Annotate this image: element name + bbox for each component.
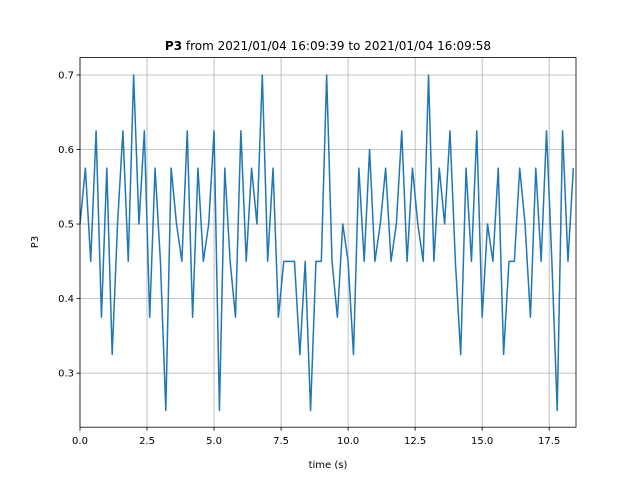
- data-line: [79, 74, 575, 412]
- title-name: P3: [165, 39, 182, 53]
- y-tick-label: 0.5: [58, 220, 74, 231]
- x-tick-label: 15.0: [471, 436, 493, 447]
- x-tick-label: 12.5: [404, 436, 426, 447]
- title-text: from 2021/01/04 16:09:39 to 2021/01/04 1…: [186, 39, 491, 53]
- y-tick-label: 0.6: [58, 145, 74, 156]
- chart-title: P3 from 2021/01/04 16:09:39 to 2021/01/0…: [165, 39, 491, 53]
- plot-frame: [79, 57, 577, 428]
- x-tick-label: 10.0: [337, 436, 359, 447]
- x-axis-label: time (s): [309, 460, 348, 471]
- y-tick-label: 0.7: [58, 70, 74, 81]
- x-tick-label: 7.5: [273, 436, 289, 447]
- y-axis-label: P3: [30, 236, 41, 248]
- y-tick-label: 0.4: [58, 294, 74, 305]
- x-tick-label: 2.5: [139, 436, 155, 447]
- x-tick-label: 5.0: [206, 436, 222, 447]
- x-tick-label: 0.0: [72, 436, 88, 447]
- y-tick-label: 0.3: [58, 369, 74, 380]
- x-tick-label: 17.5: [538, 436, 560, 447]
